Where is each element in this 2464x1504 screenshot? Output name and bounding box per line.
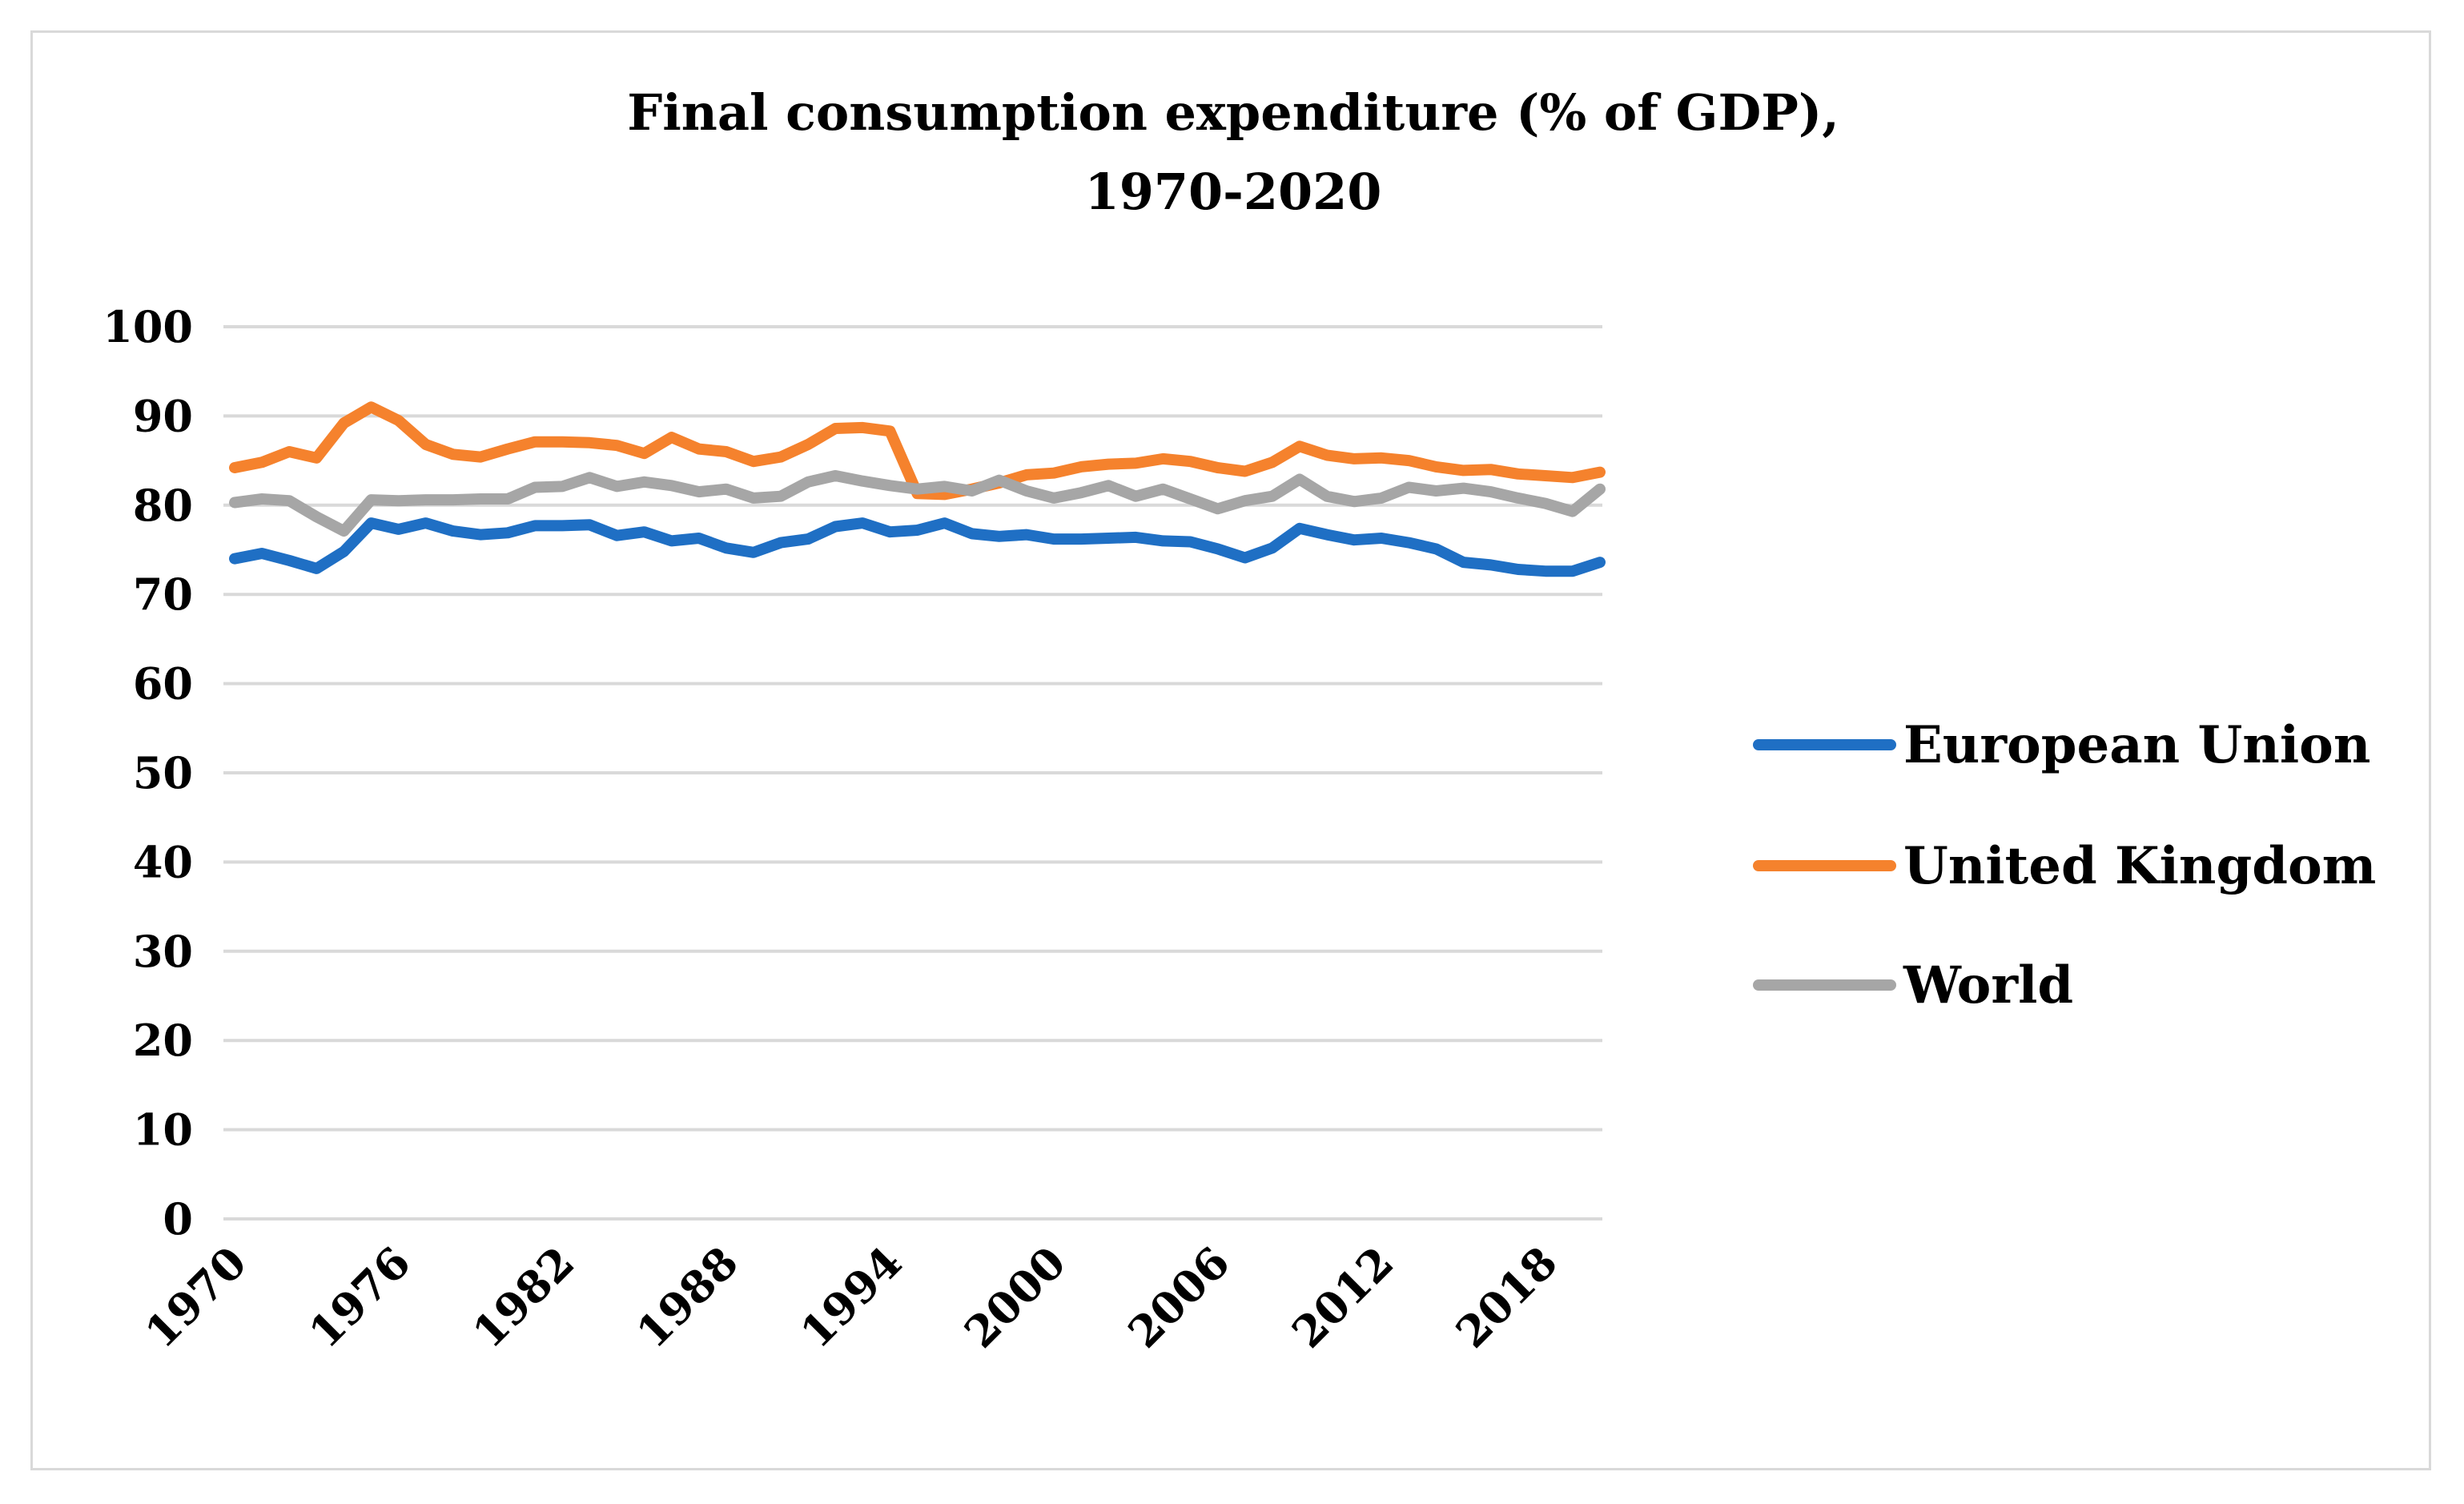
chart-subtitle: 1970-2020: [1085, 163, 1382, 221]
legend-label-united-kingdom: United Kingdom: [1903, 836, 2376, 896]
y-tick-label: 40: [133, 836, 193, 887]
legend-label-world: World: [1903, 955, 2073, 1015]
y-tick-label: 10: [133, 1104, 193, 1156]
x-tick-label: 2000: [955, 1237, 1076, 1358]
series-line-european-union: [229, 517, 1606, 577]
y-tick-label: 70: [133, 569, 193, 620]
chart-title: Final consumption expenditure (% of GDP)…: [627, 83, 1839, 142]
gridlines: [223, 325, 1602, 1220]
y-tick-label: 20: [133, 1015, 193, 1066]
x-tick-label: 1970: [135, 1237, 257, 1358]
series-line-united-kingdom: [229, 401, 1606, 501]
y-tick-label: 90: [133, 390, 193, 441]
legend: European Union United Kingdom World: [1753, 715, 2376, 1015]
y-tick-label: 30: [133, 926, 193, 977]
x-tick-label: 2006: [1118, 1237, 1240, 1358]
y-tick-label: 100: [102, 301, 193, 352]
x-axis-ticks: 1970 1976 1982 1988 1994 2000 2006 2012 2018: [135, 1237, 1567, 1358]
x-tick-label: 1976: [299, 1237, 420, 1358]
legend-label-european-union: European Union: [1903, 715, 2370, 775]
series-line-world: [229, 470, 1606, 537]
y-tick-label: 0: [163, 1193, 193, 1245]
chart-frame: Final consumption expenditure (% of GDP)…: [30, 30, 2431, 1470]
x-tick-label: 1982: [463, 1237, 585, 1358]
y-axis-ticks: 0 10 20 30 40 50 60 70 80 90 100: [102, 301, 193, 1245]
y-tick-label: 80: [133, 480, 193, 531]
y-tick-label: 50: [133, 747, 193, 798]
x-tick-label: 2012: [1282, 1237, 1404, 1358]
line-chart: Final consumption expenditure (% of GDP)…: [102, 83, 2376, 1358]
x-tick-label: 1988: [626, 1237, 748, 1358]
x-tick-label: 2018: [1445, 1237, 1567, 1358]
series-lines: [229, 401, 1606, 577]
x-tick-label: 1994: [790, 1237, 912, 1358]
y-tick-label: 60: [133, 658, 193, 710]
